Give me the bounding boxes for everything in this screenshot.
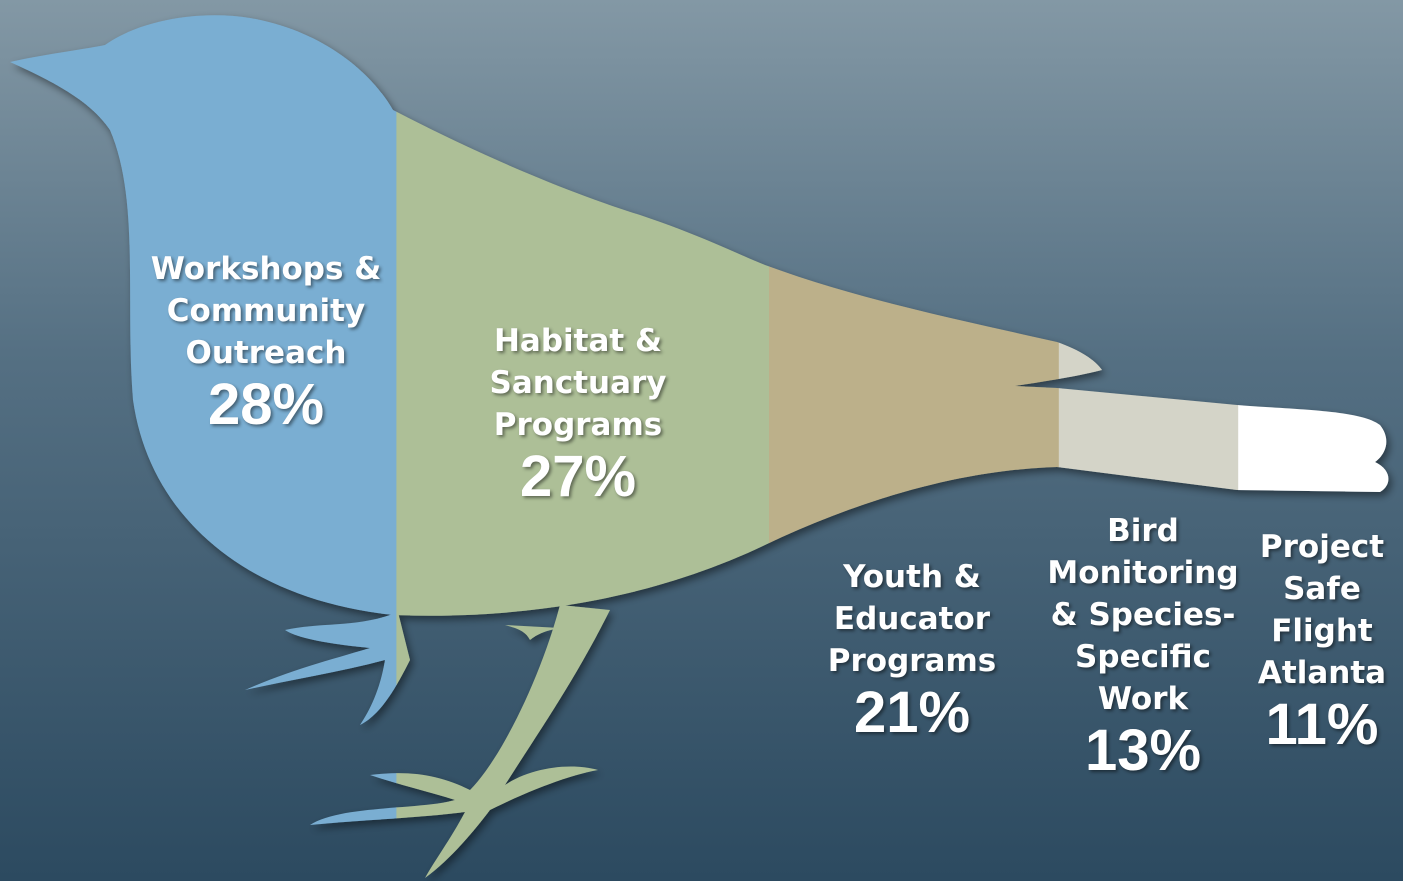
category-label: Youth & Educator Programs <box>828 559 996 679</box>
value-label: 21% <box>792 682 1032 744</box>
value-label: 27% <box>458 446 698 508</box>
value-label: 11% <box>1202 694 1403 756</box>
category-label: Project Safe Flight Atlanta <box>1258 529 1386 691</box>
value-label: 28% <box>146 374 386 436</box>
band <box>10 0 397 881</box>
band <box>769 0 1059 881</box>
category-label: Habitat & Sanctuary Programs <box>490 323 667 443</box>
category-label: Workshops & Community Outreach <box>151 251 382 371</box>
infographic: Workshops & Community Outreach28% Habitat… <box>0 0 1403 881</box>
